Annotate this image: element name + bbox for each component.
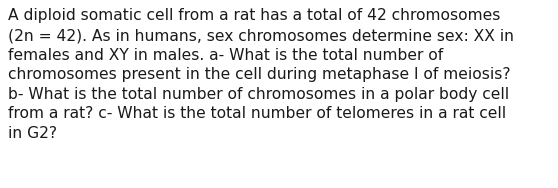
Text: A diploid somatic cell from a rat has a total of 42 chromosomes
(2n = 42). As in: A diploid somatic cell from a rat has a … — [8, 8, 514, 141]
